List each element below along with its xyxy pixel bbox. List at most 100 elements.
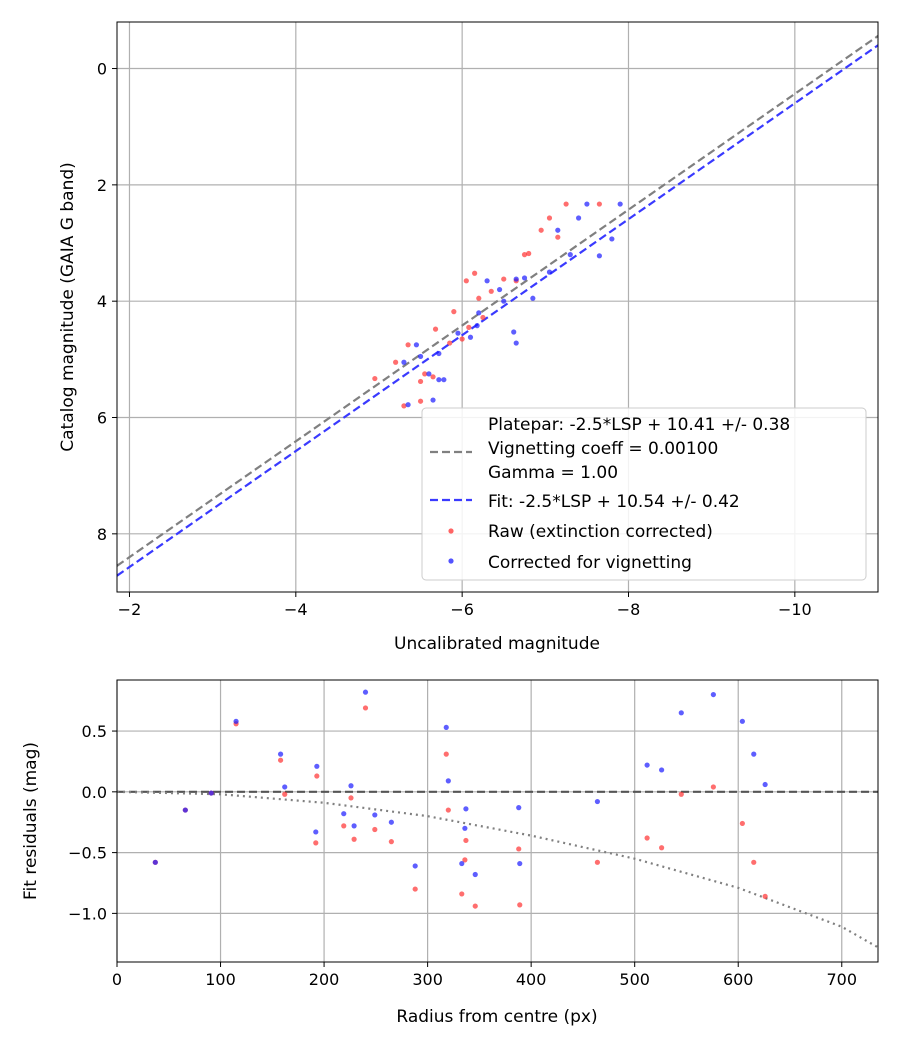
y-tick-label: 4: [97, 292, 107, 311]
raw-point: [555, 234, 561, 240]
raw-point: [443, 751, 449, 757]
raw-point: [476, 295, 482, 301]
corrected-point: [484, 278, 490, 284]
x-tick-label: −4: [284, 600, 308, 619]
corrected-point: [455, 330, 461, 336]
y-tick-label: 0.5: [82, 722, 107, 741]
corrected-point: [644, 762, 650, 768]
corrected-point: [513, 276, 519, 282]
corrected-point: [436, 377, 442, 383]
top-ticks: −2 −4 −6 −8 −10 0 2 4 6 8: [97, 60, 812, 619]
top-y-axis-label: Catalog magnitude (GAIA G band): [58, 162, 78, 452]
corrected-point: [182, 807, 188, 813]
raw-point: [710, 784, 716, 790]
corrected-point: [462, 825, 468, 831]
corrected-point: [388, 819, 394, 825]
corrected-point: [436, 350, 442, 357]
corrected-point: [517, 860, 523, 867]
corrected-point: [521, 275, 528, 281]
legend-vignetting-label: Vignetting coeff = 0.00100: [488, 439, 718, 459]
corrected-point: [313, 829, 319, 835]
corrected-point: [426, 371, 432, 377]
corrected-point: [441, 377, 447, 383]
raw-point: [277, 757, 284, 763]
raw-point: [459, 891, 465, 897]
raw-point: [462, 857, 468, 863]
corrected-point: [463, 806, 469, 812]
legend-fit-label: Fit: -2.5*LSP + 10.54 +/- 0.42: [488, 492, 740, 512]
raw-point: [341, 823, 347, 829]
bottom-y-axis-label: Fit residuals (mag): [21, 742, 41, 900]
x-tick-label: 500: [619, 970, 650, 989]
corrected-point: [609, 236, 615, 242]
corrected-point: [617, 201, 623, 207]
corrected-point: [762, 781, 768, 788]
raw-point: [594, 859, 601, 865]
corrected-point: [362, 689, 369, 695]
corrected-point: [567, 252, 573, 258]
corrected-point: [314, 763, 320, 769]
corrected-point: [496, 286, 503, 293]
corrected-point: [516, 805, 522, 811]
corrected-point: [739, 718, 745, 724]
x-tick-label: 600: [723, 970, 754, 989]
corrected-point: [575, 215, 582, 221]
x-tick-label: 100: [205, 970, 236, 989]
raw-point: [644, 835, 650, 841]
corrected-point: [405, 402, 411, 408]
raw-point: [521, 252, 528, 258]
y-tick-label: −0.5: [68, 844, 107, 863]
corrected-point: [659, 767, 665, 773]
raw-point: [388, 839, 394, 845]
corrected-point: [372, 812, 378, 818]
y-tick-label: 0.0: [82, 783, 107, 802]
corrected-point: [467, 334, 474, 340]
raw-point: [739, 820, 745, 827]
x-tick-label: 0: [112, 970, 122, 989]
raw-point: [463, 837, 469, 844]
corrected-point: [348, 783, 354, 789]
raw-point: [351, 836, 357, 842]
bottom-axes-frame: [116, 679, 879, 963]
raw-point: [526, 250, 532, 257]
corrected-point: [417, 353, 424, 360]
corrected-point: [430, 397, 436, 403]
x-tick-label: −10: [778, 600, 812, 619]
top-axes-frame: [116, 21, 879, 593]
series-line-vignetting-model: [116, 790, 879, 949]
corrected-point: [501, 298, 507, 304]
raw-point: [538, 227, 544, 233]
y-tick-label: 6: [97, 409, 107, 428]
corrected-point: [513, 340, 519, 346]
legend-box: [421, 407, 867, 581]
raw-point: [659, 845, 665, 851]
corrected-point: [596, 253, 602, 259]
raw-point: [596, 201, 602, 207]
legend-gamma-label: Gamma = 1.00: [488, 463, 618, 483]
legend-raw-label: Raw (extinction corrected): [488, 522, 713, 542]
raw-point: [401, 403, 407, 409]
corrected-point: [584, 201, 590, 207]
bottom-scatter-points: [152, 689, 768, 909]
raw-point: [563, 201, 569, 207]
x-tick-label: 700: [826, 970, 857, 989]
residuals-chart: 0 100 200 300 400 500 600 700 0.5 0.0 −0.5 −1.0 Rad…: [21, 679, 879, 1027]
raw-point: [488, 288, 494, 294]
raw-point: [751, 859, 757, 865]
x-tick-label: 400: [516, 970, 547, 989]
corrected-point: [208, 790, 214, 796]
series-line-fit: [116, 44, 879, 577]
corrected-point: [445, 778, 451, 784]
corrected-point: [530, 295, 536, 301]
top-fit-lines: [116, 35, 879, 577]
raw-point: [372, 375, 378, 382]
raw-point: [313, 840, 319, 846]
raw-point: [447, 340, 453, 346]
y-tick-label: −1.0: [68, 904, 107, 923]
x-tick-label: −6: [450, 600, 474, 619]
legend-corrected-label: Corrected for vignetting: [488, 553, 692, 573]
corrected-point: [555, 227, 561, 233]
corrected-point: [594, 798, 601, 805]
